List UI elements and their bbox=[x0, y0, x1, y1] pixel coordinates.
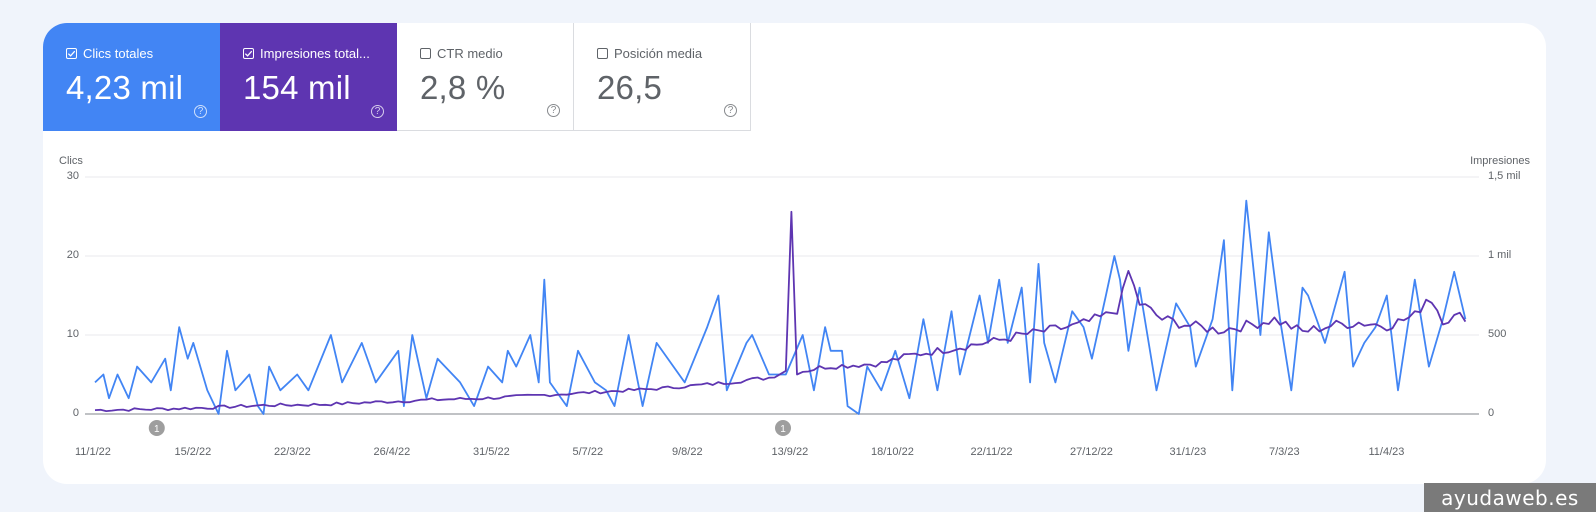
right-axis-title: Impresiones bbox=[1470, 155, 1530, 167]
x-axis-tick: 31/5/22 bbox=[473, 446, 510, 458]
annotation-label: 1 bbox=[780, 424, 786, 435]
metric-value: 4,23 mil bbox=[66, 69, 184, 106]
metric-tiles: Clics totales 4,23 mil ? Impresiones tot… bbox=[43, 23, 751, 131]
x-axis-tick: 26/4/22 bbox=[373, 446, 411, 458]
left-axis-tick: 20 bbox=[66, 249, 79, 261]
left-axis-title: Clics bbox=[59, 155, 83, 167]
metric-value: 154 mil bbox=[243, 69, 351, 106]
checkbox-unchecked-icon[interactable] bbox=[420, 48, 431, 59]
x-axis-tick: 5/7/22 bbox=[572, 446, 604, 458]
series-line-impressions bbox=[94, 210, 1467, 412]
right-axis-tick: 1,5 mil bbox=[1488, 170, 1521, 182]
left-axis-tick: 10 bbox=[66, 328, 79, 340]
annotation-marker[interactable]: 1 bbox=[775, 420, 791, 436]
metric-value: 2,8 % bbox=[420, 69, 506, 106]
x-axis-tick: 11/4/23 bbox=[1368, 446, 1405, 458]
metric-tile-impressions[interactable]: Impresiones total... 154 mil ? bbox=[220, 23, 397, 131]
annotation-marker[interactable]: 1 bbox=[148, 420, 165, 436]
metric-label: CTR medio bbox=[437, 46, 503, 61]
x-axis-tick: 7/3/23 bbox=[1269, 446, 1300, 458]
right-axis-tick: 1 mil bbox=[1488, 249, 1512, 261]
right-axis-tick: 0 bbox=[1488, 407, 1495, 419]
performance-card: Clics totales 4,23 mil ? Impresiones tot… bbox=[43, 23, 1546, 484]
x-axis-tick: 15/2/22 bbox=[174, 446, 212, 458]
x-axis-tick: 22/11/22 bbox=[970, 446, 1013, 458]
checkbox-checked-icon[interactable] bbox=[243, 48, 254, 59]
help-icon[interactable]: ? bbox=[194, 105, 207, 118]
metric-value: 26,5 bbox=[597, 69, 663, 106]
left-axis-tick: 30 bbox=[66, 170, 79, 182]
help-icon[interactable]: ? bbox=[371, 105, 384, 118]
x-axis-tick: 9/8/22 bbox=[672, 446, 703, 458]
metric-label: Clics totales bbox=[83, 46, 154, 61]
metric-tile-clicks[interactable]: Clics totales 4,23 mil ? bbox=[43, 23, 220, 131]
x-axis-tick: 11/1/22 bbox=[75, 446, 111, 458]
series-line-clicks bbox=[94, 199, 1467, 415]
annotation-circle[interactable] bbox=[775, 420, 791, 436]
metric-label: Impresiones total... bbox=[260, 46, 370, 61]
x-axis-tick: 18/10/22 bbox=[871, 446, 914, 458]
x-axis-tick: 22/3/22 bbox=[274, 446, 311, 458]
left-axis-tick: 0 bbox=[72, 407, 79, 419]
help-icon[interactable]: ? bbox=[724, 104, 737, 117]
metric-tile-position[interactable]: Posición media 26,5 ? bbox=[574, 23, 751, 131]
watermark: ayudaweb.es bbox=[1424, 483, 1596, 512]
annotation-label: 1 bbox=[154, 424, 160, 435]
metric-tile-ctr[interactable]: CTR medio 2,8 % ? bbox=[397, 23, 574, 131]
checkbox-unchecked-icon[interactable] bbox=[597, 48, 608, 59]
right-axis-tick: 500 bbox=[1488, 328, 1507, 340]
metric-label: Posición media bbox=[614, 46, 703, 61]
x-axis-tick: 31/1/23 bbox=[1169, 446, 1207, 458]
checkbox-checked-icon[interactable] bbox=[66, 48, 77, 59]
annotation-circle[interactable] bbox=[148, 420, 165, 436]
help-icon[interactable]: ? bbox=[547, 104, 560, 117]
x-axis-tick: 13/9/22 bbox=[771, 446, 809, 458]
x-axis-tick: 27/12/22 bbox=[1070, 446, 1113, 458]
